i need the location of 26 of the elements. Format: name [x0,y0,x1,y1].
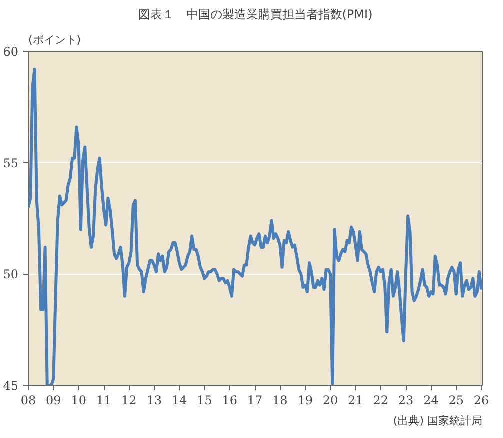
x-tick-label: 10 [71,394,86,408]
x-tick-label: 21 [348,394,364,408]
x-tick-label: 11 [96,394,112,408]
x-tick-label: 22 [373,394,389,408]
y-axis-title: (ポイント) [28,34,82,46]
x-tick-label: 24 [424,394,440,408]
chart-title: 図表１ 中国の製造業購買担当者指数(PMI) [138,8,373,22]
x-tick-label: 12 [122,394,137,408]
x-tick-label: 17 [247,394,263,408]
text: (出典) 国家統計局 [393,414,483,428]
x-tick-label: 25 [448,394,464,408]
x-tick-label: 08 [20,394,36,408]
x-tick-label: 16 [222,394,238,408]
x-tick-label: 15 [197,394,212,408]
y-tick-label: 60 [3,45,19,59]
y-tick-label: 45 [3,379,19,393]
x-tick-label: 13 [146,394,162,408]
x-tick-label: 23 [398,394,414,408]
x-tick-label: 18 [272,394,288,408]
y-tick-label: 50 [3,268,19,282]
x-tick-label: 14 [172,394,188,408]
x-tick-label: 19 [298,394,313,408]
y-tick-label: 55 [3,156,19,170]
x-tick-label: 20 [322,394,338,408]
x-tick-label: 26 [474,394,490,408]
x-tick-label: 09 [46,394,62,408]
